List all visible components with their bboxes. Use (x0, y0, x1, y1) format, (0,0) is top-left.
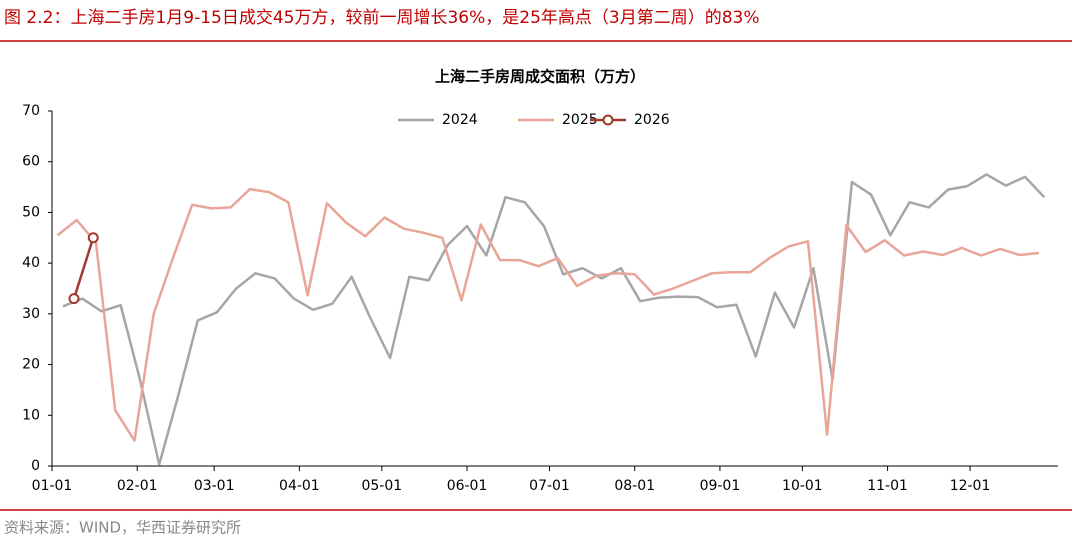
x-tick-label: 11-01 (867, 478, 908, 494)
y-tick-label: 40 (22, 255, 40, 271)
x-tick-label: 04-01 (279, 478, 320, 494)
series-line (72, 237, 95, 299)
x-tick-label: 05-01 (361, 478, 402, 494)
y-tick-label: 50 (22, 204, 40, 220)
x-tick-label: 06-01 (447, 478, 488, 494)
y-tick-label: 0 (31, 458, 40, 474)
x-tick-label: 03-01 (194, 478, 235, 494)
y-tick-label: 60 (22, 154, 40, 170)
figure-title: 图 2.2：上海二手房1月9-15日成交45万方，较前一周增长36%，是25年高… (4, 8, 760, 28)
x-tick-label: 07-01 (529, 478, 570, 494)
x-tick-label: 10-01 (782, 478, 823, 494)
legend-label: 2025 (562, 112, 598, 128)
y-tick-label: 30 (22, 306, 40, 322)
chart-title: 上海二手房周成交面积（万方） (435, 68, 645, 86)
series-line (62, 173, 1046, 466)
legend-label: 2024 (442, 112, 478, 128)
x-tick-label: 01-01 (32, 478, 73, 494)
x-tick-label: 09-01 (700, 478, 741, 494)
y-tick-label: 20 (22, 357, 40, 373)
legend-label: 2026 (634, 112, 670, 128)
x-tick-label: 12-01 (950, 478, 991, 494)
source: 资料来源：WIND，华西证券研究所 (4, 519, 241, 537)
point-marker (87, 232, 99, 244)
y-tick-label: 70 (22, 103, 40, 119)
x-tick-label: 02-01 (117, 478, 158, 494)
legend-marker (602, 114, 614, 126)
series-line (56, 187, 1039, 442)
x-tick-label: 08-01 (614, 478, 655, 494)
y-tick-label: 10 (22, 407, 40, 423)
point-marker (68, 293, 80, 305)
